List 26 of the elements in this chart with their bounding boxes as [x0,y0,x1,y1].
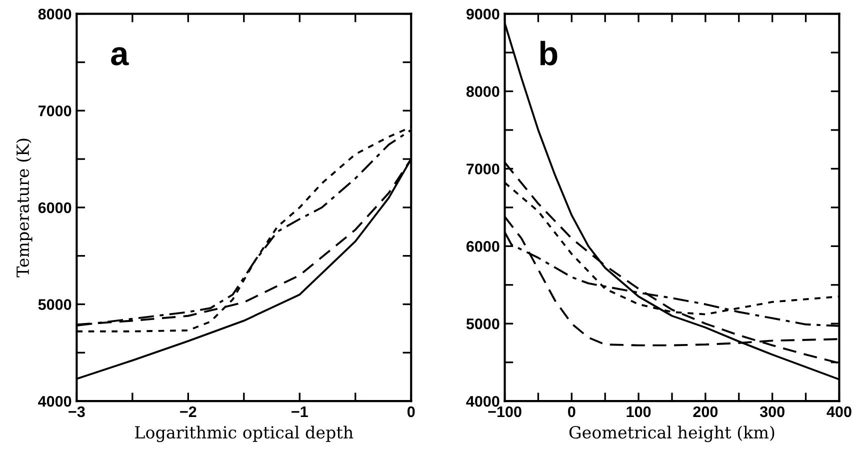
y-tick-label: 7000 [38,106,72,116]
y-tick-label: 9000 [466,8,500,20]
x-tick-label: 200 [693,406,718,418]
y-tick-label: 4000 [38,396,72,407]
y-tick-label: 8000 [466,86,500,97]
y-tick-label: 6000 [38,202,72,214]
x-tick-label: −100 [488,406,522,418]
x-tick-label: 400 [826,406,852,418]
x-axis-title: Geometrical height (km) [569,426,774,442]
annotation: a [111,47,129,66]
y-tick-label: 4000 [466,396,500,407]
y-tick-label: 5000 [38,299,72,310]
y-tick-label: 8000 [38,8,72,20]
x-tick-label: 0 [568,406,576,418]
x-tick-label: 0 [407,406,415,418]
x-axis-title: Logarithmic optical depth [135,426,354,442]
x-tick-label: 100 [626,406,651,418]
x-tick-label: −2 [180,406,196,418]
x-tick-label: −3 [68,406,85,418]
y-tick-label: 6000 [466,241,500,252]
y-axis-title: Temperature (K) [16,138,32,278]
y-tick-label: 5000 [466,318,500,330]
x-tick-label: 300 [760,406,784,418]
y-tick-label: 7000 [466,164,500,174]
x-tick-label: −1 [292,406,308,418]
annotation: b [540,40,558,66]
